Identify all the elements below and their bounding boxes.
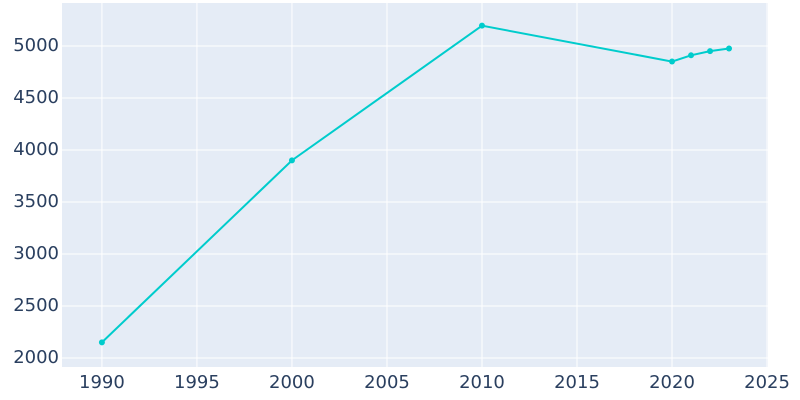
point <box>98 339 105 346</box>
y-tick-label: 3500 <box>13 191 59 212</box>
x-tick-label: 1990 <box>79 372 125 393</box>
plot-area <box>62 3 768 367</box>
y-tick-label: 2000 <box>13 347 59 368</box>
x-tick-label: 2005 <box>364 372 410 393</box>
y-tick-label: 3000 <box>13 243 59 264</box>
x-tick-label: 2020 <box>649 372 695 393</box>
x-tick-label: 2015 <box>554 372 600 393</box>
x-tick-label: 2025 <box>744 372 790 393</box>
point <box>688 52 695 59</box>
x-tick-label: 1995 <box>174 372 220 393</box>
x-tick-label: 2000 <box>269 372 315 393</box>
point <box>669 58 676 65</box>
y-tick-label: 4000 <box>13 139 59 160</box>
y-tick-label: 4500 <box>13 87 59 108</box>
y-tick-label: 5000 <box>13 35 59 56</box>
point <box>288 157 295 164</box>
point <box>707 48 714 55</box>
point <box>726 45 733 52</box>
point <box>478 22 485 29</box>
y-tick-label: 2500 <box>13 295 59 316</box>
x-tick-label: 2010 <box>459 372 505 393</box>
